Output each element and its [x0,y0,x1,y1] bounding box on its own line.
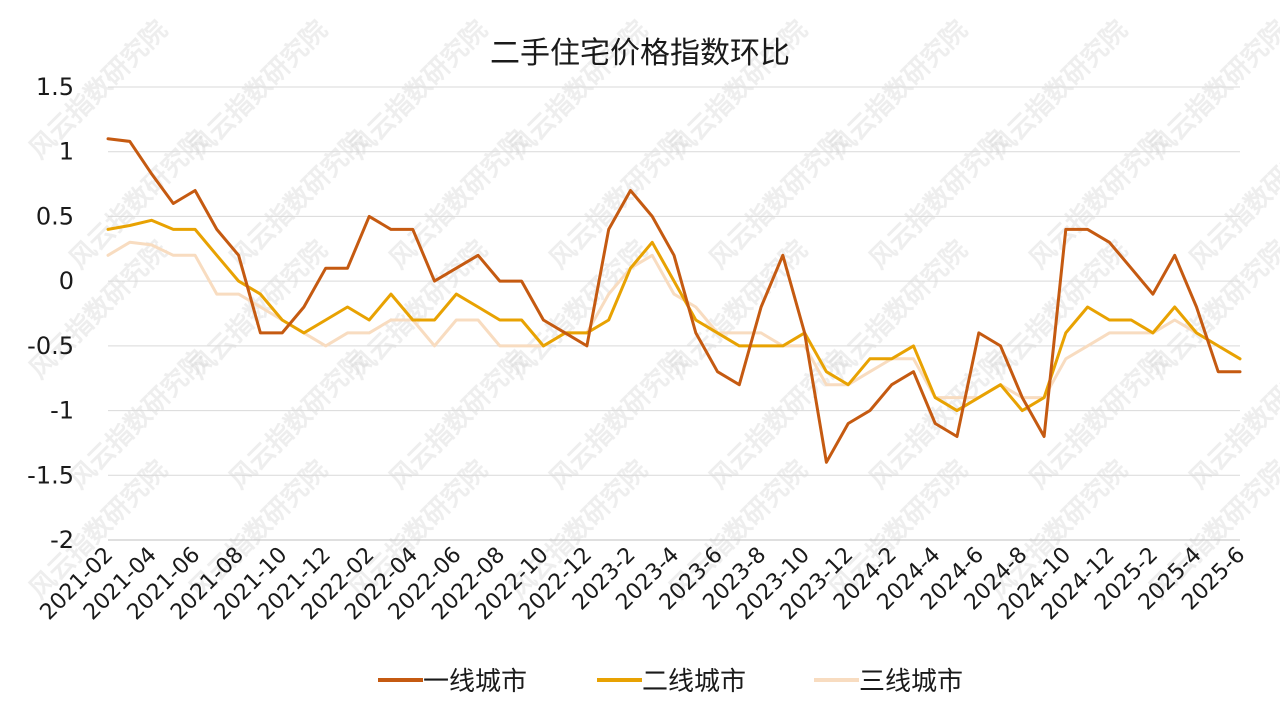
series-lines [106,137,1242,464]
y-tick-label: 1.5 [36,73,74,101]
chart-title: 二手住宅价格指数环比 [490,36,790,71]
legend-label: 三线城市 [859,667,963,697]
y-tick-label: -1 [50,397,74,425]
legend-label: 二线城市 [642,667,746,697]
y-tick-label: -2 [50,526,74,554]
x-axis-ticks: 2021-022021-042021-062021-082021-102021-… [36,543,1251,626]
legend: 一线城市 二线城市 三线城市 [378,667,963,697]
y-tick-label: -0.5 [27,332,74,360]
series-line-0 [106,137,1242,464]
y-tick-label: 0 [59,267,74,295]
y-tick-label: -1.5 [27,461,74,489]
y-tick-label: 0.5 [36,202,74,230]
legend-label: 一线城市 [423,667,527,697]
y-tick-label: 1 [59,138,74,166]
y-axis-ticks: 1.5 1 0.5 0 -0.5 -1 -1.5 -2 [27,73,74,554]
